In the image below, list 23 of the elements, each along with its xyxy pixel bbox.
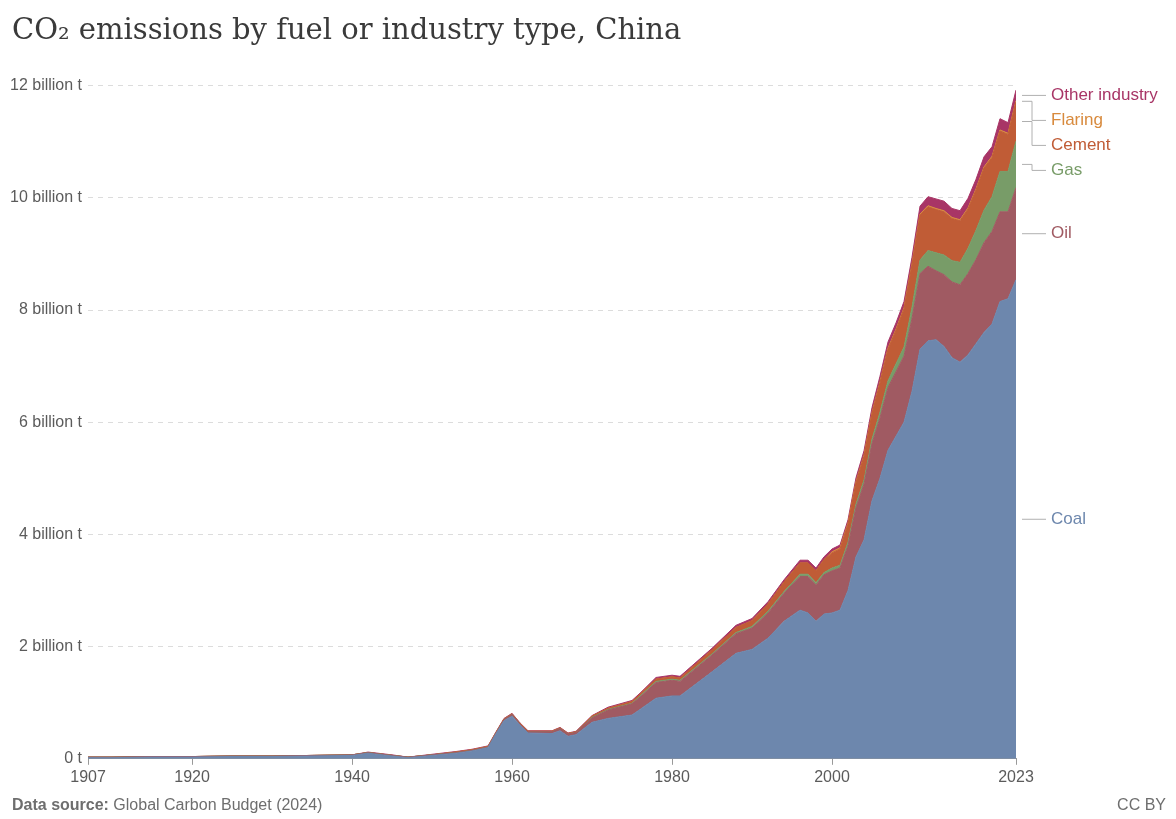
y-tick-label: 0 t xyxy=(64,749,83,767)
y-tick-label: 8 billion t xyxy=(18,300,83,318)
source-note: Data source: Global Carbon Budget (2024) xyxy=(12,796,323,814)
x-tick-label: 1940 xyxy=(334,767,370,785)
y-tick-label: 10 billion t xyxy=(10,188,83,206)
y-tick-label: 6 billion t xyxy=(18,412,83,430)
text: CC BY xyxy=(1117,796,1166,814)
text: Oil xyxy=(1051,223,1072,243)
text: Other industry xyxy=(1051,85,1159,105)
text: Flaring xyxy=(1051,110,1103,130)
text: Coal xyxy=(1051,508,1086,528)
text: Gas xyxy=(1051,160,1083,180)
y-tick-label: 4 billion t xyxy=(18,524,83,542)
x-tick-label: 1907 xyxy=(70,767,106,785)
chart-title: CO₂ emissions by fuel or industry type, China xyxy=(12,12,682,46)
x-tick-label: 1980 xyxy=(654,767,690,785)
x-tick-label: 2000 xyxy=(814,767,850,785)
text: Cement xyxy=(1051,135,1111,155)
x-tick-label: 1920 xyxy=(174,767,210,785)
x-tick-label: 2023 xyxy=(998,767,1034,785)
y-tick-label: 2 billion t xyxy=(18,637,83,655)
y-tick-label: 12 billion t xyxy=(10,76,83,94)
x-tick-label: 1960 xyxy=(494,767,530,785)
